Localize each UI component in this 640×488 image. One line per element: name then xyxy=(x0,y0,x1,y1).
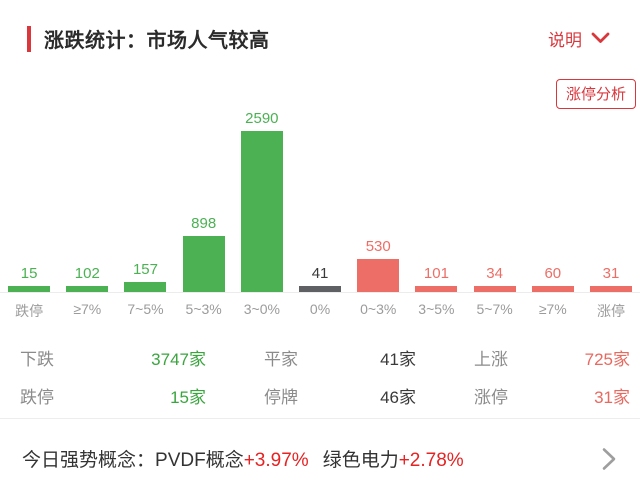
title-accent-bar xyxy=(27,25,31,52)
bar-column: 31 xyxy=(582,265,640,292)
x-axis-label: 3~0% xyxy=(243,301,280,317)
x-axis-label: 跌停 xyxy=(15,303,44,319)
page-title: 涨跌统计：市场人气较高 xyxy=(44,30,270,52)
limit-up-analysis-button[interactable]: 涨停分析 xyxy=(555,79,636,109)
bar-column: 898 xyxy=(175,215,233,292)
x-axis-label: 涨停 xyxy=(596,303,625,319)
concepts-prefix: 今日强势概念： xyxy=(22,450,156,471)
bar-value-label: 60 xyxy=(544,265,562,282)
concept-name: PVDF概念 xyxy=(155,450,244,471)
stat-label: 平家 xyxy=(264,350,298,369)
x-axis-label: 5~7% xyxy=(476,301,513,317)
x-axis-label: 3~5% xyxy=(418,301,455,317)
bar-value-label: 157 xyxy=(132,261,158,278)
stat-value: 46家 xyxy=(380,388,416,407)
stats-row: 跌停 15家 停牌 46家 涨停 31家 xyxy=(20,388,630,407)
rise-fall-bar-chart: 15 102 157 898 2590 41 530 101 34 60 31 跌停 ≥7% 7~5% 5… xyxy=(0,106,640,321)
stat-value: 31家 xyxy=(594,388,630,407)
x-axis-label: ≥7% xyxy=(73,301,102,317)
info-label: 说明 xyxy=(548,31,582,50)
concept-change: +3.97% xyxy=(243,450,309,471)
bar xyxy=(8,286,51,292)
bar xyxy=(357,259,400,292)
bar xyxy=(589,286,632,292)
stat-value: 3747家 xyxy=(151,350,206,369)
bar-value-label: 31 xyxy=(602,265,620,282)
bar-value-label: 15 xyxy=(20,265,38,282)
stat-item: 停牌 46家 xyxy=(264,388,416,407)
concept-change: +2.78% xyxy=(398,450,464,471)
x-axis-label: 0~3% xyxy=(360,301,397,317)
summary-stats: 下跌 3747家 平家 41家 上涨 725家跌停 15家 停牌 46家 涨停 31家 xyxy=(20,350,630,426)
bar-column: 41 xyxy=(291,265,349,292)
stat-label: 涨停 xyxy=(474,388,508,407)
stats-row: 下跌 3747家 平家 41家 上涨 725家 xyxy=(20,350,630,369)
bar-value-label: 102 xyxy=(74,265,100,282)
stat-item: 涨停 31家 xyxy=(474,388,630,407)
bar-column: 157 xyxy=(116,261,174,292)
info-toggle[interactable]: 说明 xyxy=(548,26,610,51)
stat-label: 跌停 xyxy=(20,388,54,407)
bar-columns: 15 102 157 898 2590 41 530 101 34 60 31 xyxy=(0,106,640,292)
bar-column: 60 xyxy=(524,265,582,292)
bar xyxy=(415,286,458,292)
chevron-down-icon xyxy=(582,29,610,49)
concept-name: 绿色电力 xyxy=(322,450,399,471)
bar xyxy=(299,286,342,292)
stat-value: 15家 xyxy=(170,388,206,407)
bar xyxy=(66,286,109,292)
bar-value-label: 41 xyxy=(311,265,329,282)
x-axis-label: 0% xyxy=(309,301,331,317)
x-axis-labels: 跌停 ≥7% 7~5% 5~3% 3~0% 0% 0~3% 3~5% 5~7% ≥7% 涨停 xyxy=(0,292,640,321)
hot-concepts-row[interactable]: 今日强势概念： PVDF概念+3.97% 绿色电力+2.78% xyxy=(0,418,640,488)
bar xyxy=(240,131,283,292)
stat-label: 上涨 xyxy=(474,350,508,369)
bar-column: 15 xyxy=(0,265,58,292)
bar-value-label: 898 xyxy=(191,215,217,232)
stat-label: 下跌 xyxy=(20,350,54,369)
stat-value: 41家 xyxy=(380,350,416,369)
x-axis-label: 7~5% xyxy=(127,301,164,317)
bar xyxy=(473,286,516,292)
bar xyxy=(124,282,167,292)
stat-label: 停牌 xyxy=(264,388,298,407)
bar-value-label: 2590 xyxy=(245,110,279,127)
bar xyxy=(182,236,225,292)
bar-column: 530 xyxy=(349,238,407,292)
concept-list: PVDF概念+3.97% 绿色电力+2.78% xyxy=(155,445,464,472)
stat-item: 下跌 3747家 xyxy=(20,350,206,369)
bar-column: 2590 xyxy=(233,110,291,292)
x-axis-label: ≥7% xyxy=(538,301,567,317)
bar-column: 102 xyxy=(58,265,116,292)
stat-item: 跌停 15家 xyxy=(20,388,206,407)
bar-column: 34 xyxy=(466,265,524,292)
x-axis-label: 5~3% xyxy=(185,301,222,317)
stat-item: 平家 41家 xyxy=(264,350,416,369)
chevron-right-icon[interactable] xyxy=(602,447,616,471)
stat-value: 725家 xyxy=(584,350,630,369)
bar-value-label: 530 xyxy=(365,238,391,255)
header: 涨跌统计：市场人气较高 说明 xyxy=(27,24,610,53)
bar-value-label: 101 xyxy=(423,265,449,282)
stat-item: 上涨 725家 xyxy=(474,350,630,369)
bar-column: 101 xyxy=(407,265,465,292)
bar xyxy=(531,286,574,292)
bar-value-label: 34 xyxy=(486,265,503,282)
